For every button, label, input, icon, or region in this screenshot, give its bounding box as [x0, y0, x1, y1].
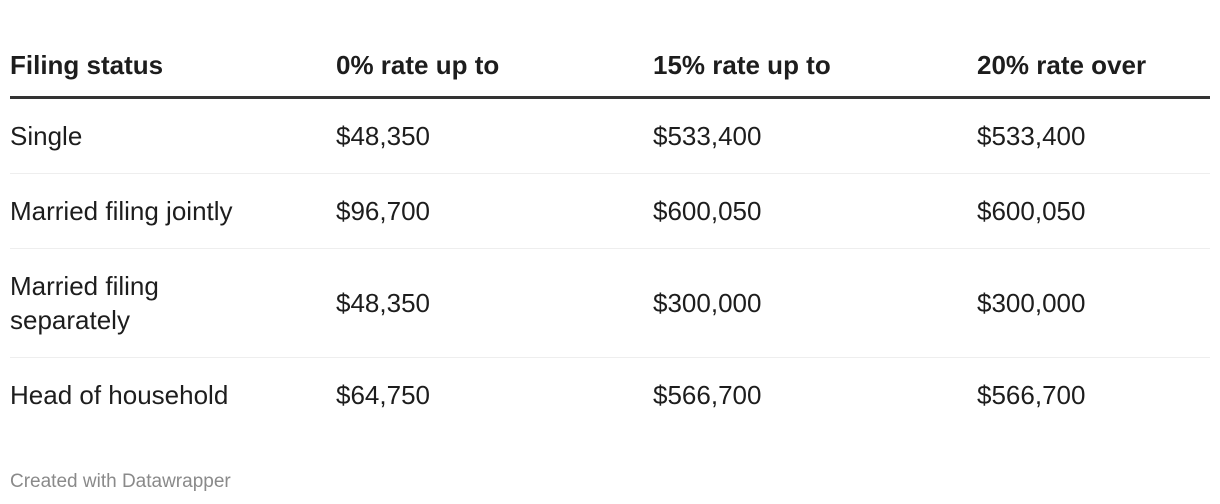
cell-15-rate: $533,400	[653, 97, 977, 174]
column-header-filing-status: Filing status	[10, 38, 336, 99]
table-row-married-separately: Married filing separately $48,350 $300,0…	[10, 248, 1210, 358]
cell-20-rate: $300,000	[977, 248, 1210, 358]
column-header-20-rate: 20% rate over	[977, 38, 1210, 99]
table-row-single: Single $48,350 $533,400 $533,400	[10, 97, 1210, 174]
cell-filing-status: Married filing jointly	[10, 173, 336, 249]
table-row-married-jointly: Married filing jointly $96,700 $600,050 …	[10, 173, 1210, 249]
column-header-0-rate: 0% rate up to	[336, 38, 653, 99]
cell-filing-status: Married filing separately	[10, 248, 336, 358]
table-header-row: Filing status 0% rate up to 15% rate up …	[10, 38, 1210, 99]
cell-20-rate: $600,050	[977, 173, 1210, 249]
cell-0-rate: $64,750	[336, 380, 430, 410]
tax-rate-table: Filing status 0% rate up to 15% rate up …	[10, 38, 1210, 432]
cell-filing-status: Head of household	[10, 380, 229, 410]
cell-filing-status: Single	[10, 97, 336, 174]
cell-0-rate: $48,350	[336, 97, 653, 174]
cell-15-rate: $566,700	[653, 380, 762, 410]
table-row-head-of-household: Head of household $64,750 $566,700 $566,…	[10, 358, 1210, 433]
column-header-15-rate: 15% rate up to	[653, 38, 977, 99]
datawrapper-attribution-link[interactable]: Created with Datawrapper	[10, 471, 231, 492]
cell-15-rate: $600,050	[653, 173, 977, 249]
cell-20-rate: $533,400	[977, 97, 1210, 174]
cell-0-rate: $96,700	[336, 173, 653, 249]
cell-20-rate: $566,700	[977, 380, 1086, 410]
cell-15-rate: $300,000	[653, 248, 977, 358]
cell-0-rate: $48,350	[336, 248, 653, 358]
